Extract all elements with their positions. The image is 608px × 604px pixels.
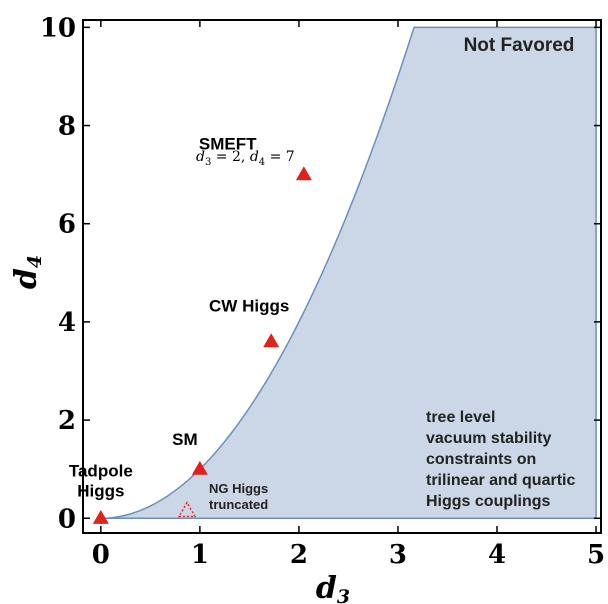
point-label: CW Higgs	[209, 297, 289, 316]
point-label: Higgs	[77, 481, 124, 500]
point-label: SM	[172, 430, 198, 449]
smeft-eq-d4-sub: 4	[259, 157, 265, 168]
y-tick-label: 2	[58, 406, 76, 436]
smeft-eq-d4: d	[250, 149, 259, 165]
constraint-note-line: tree level	[426, 409, 495, 426]
smeft-eq-d3-eq: =	[211, 149, 232, 165]
x-tick-label: 5	[587, 540, 605, 570]
smeft-eq-sep: ,	[241, 149, 250, 165]
marker-tadpole-higgs	[92, 509, 109, 524]
not-favored-region	[99, 26, 597, 520]
constraint-note-line: trilinear and quartic	[426, 472, 575, 489]
smeft-equation: d3 = 2, d4 = 7	[196, 149, 295, 168]
y-tick-label: 10	[40, 13, 76, 43]
x-tick-label: 3	[389, 540, 407, 570]
smeft-eq-d3-sub: 3	[205, 157, 211, 168]
point-label: SMEFT	[199, 135, 257, 154]
x-tick-label: 2	[290, 540, 308, 570]
point-label: NG Higgs	[209, 481, 268, 496]
not-favored-label: Not Favored	[464, 35, 575, 56]
y-tick-label: 8	[58, 112, 76, 142]
data-points	[92, 166, 312, 524]
y-tick-label: 0	[58, 504, 76, 534]
y-axis-title: d4	[9, 255, 46, 289]
constraint-note: tree level vacuum stability constraints on…	[426, 409, 575, 510]
constraint-note-line: Higgs couplings	[426, 493, 551, 510]
y-axis-title-main: d	[9, 268, 44, 289]
x-tick-label: 4	[488, 540, 506, 570]
y-tick-label: 6	[58, 210, 76, 240]
x-axis-title-sub: 3	[337, 586, 350, 604]
plot-frame	[82, 19, 602, 534]
point-label: Tadpole	[69, 461, 133, 480]
smeft-eq-d3-value: 2	[232, 149, 241, 165]
y-axis-title-sub: 4	[24, 255, 46, 268]
x-axis: 0 1 2 3 4 5	[92, 20, 605, 570]
x-tick-label: 1	[191, 540, 209, 570]
marker-smeft	[295, 166, 312, 181]
marker-ng-higgs-truncated	[177, 501, 197, 518]
marker-cw-higgs	[263, 333, 280, 348]
smeft-eq-d4-value: 7	[286, 149, 295, 165]
smeft-eq-d4-eq: =	[265, 149, 286, 165]
y-tick-label: 4	[58, 308, 76, 338]
point-label: truncated	[209, 497, 268, 512]
x-axis-title-main: d	[316, 571, 337, 604]
constraint-note-line: vacuum stability	[426, 430, 551, 447]
y-axis: 0 2 4 6 8 10	[40, 13, 601, 534]
marker-sm	[191, 460, 208, 475]
constraint-note-line: constraints on	[426, 451, 536, 468]
x-axis-title: d3	[316, 571, 350, 604]
smeft-eq-d3: d	[196, 149, 205, 165]
x-tick-label: 0	[92, 540, 110, 570]
